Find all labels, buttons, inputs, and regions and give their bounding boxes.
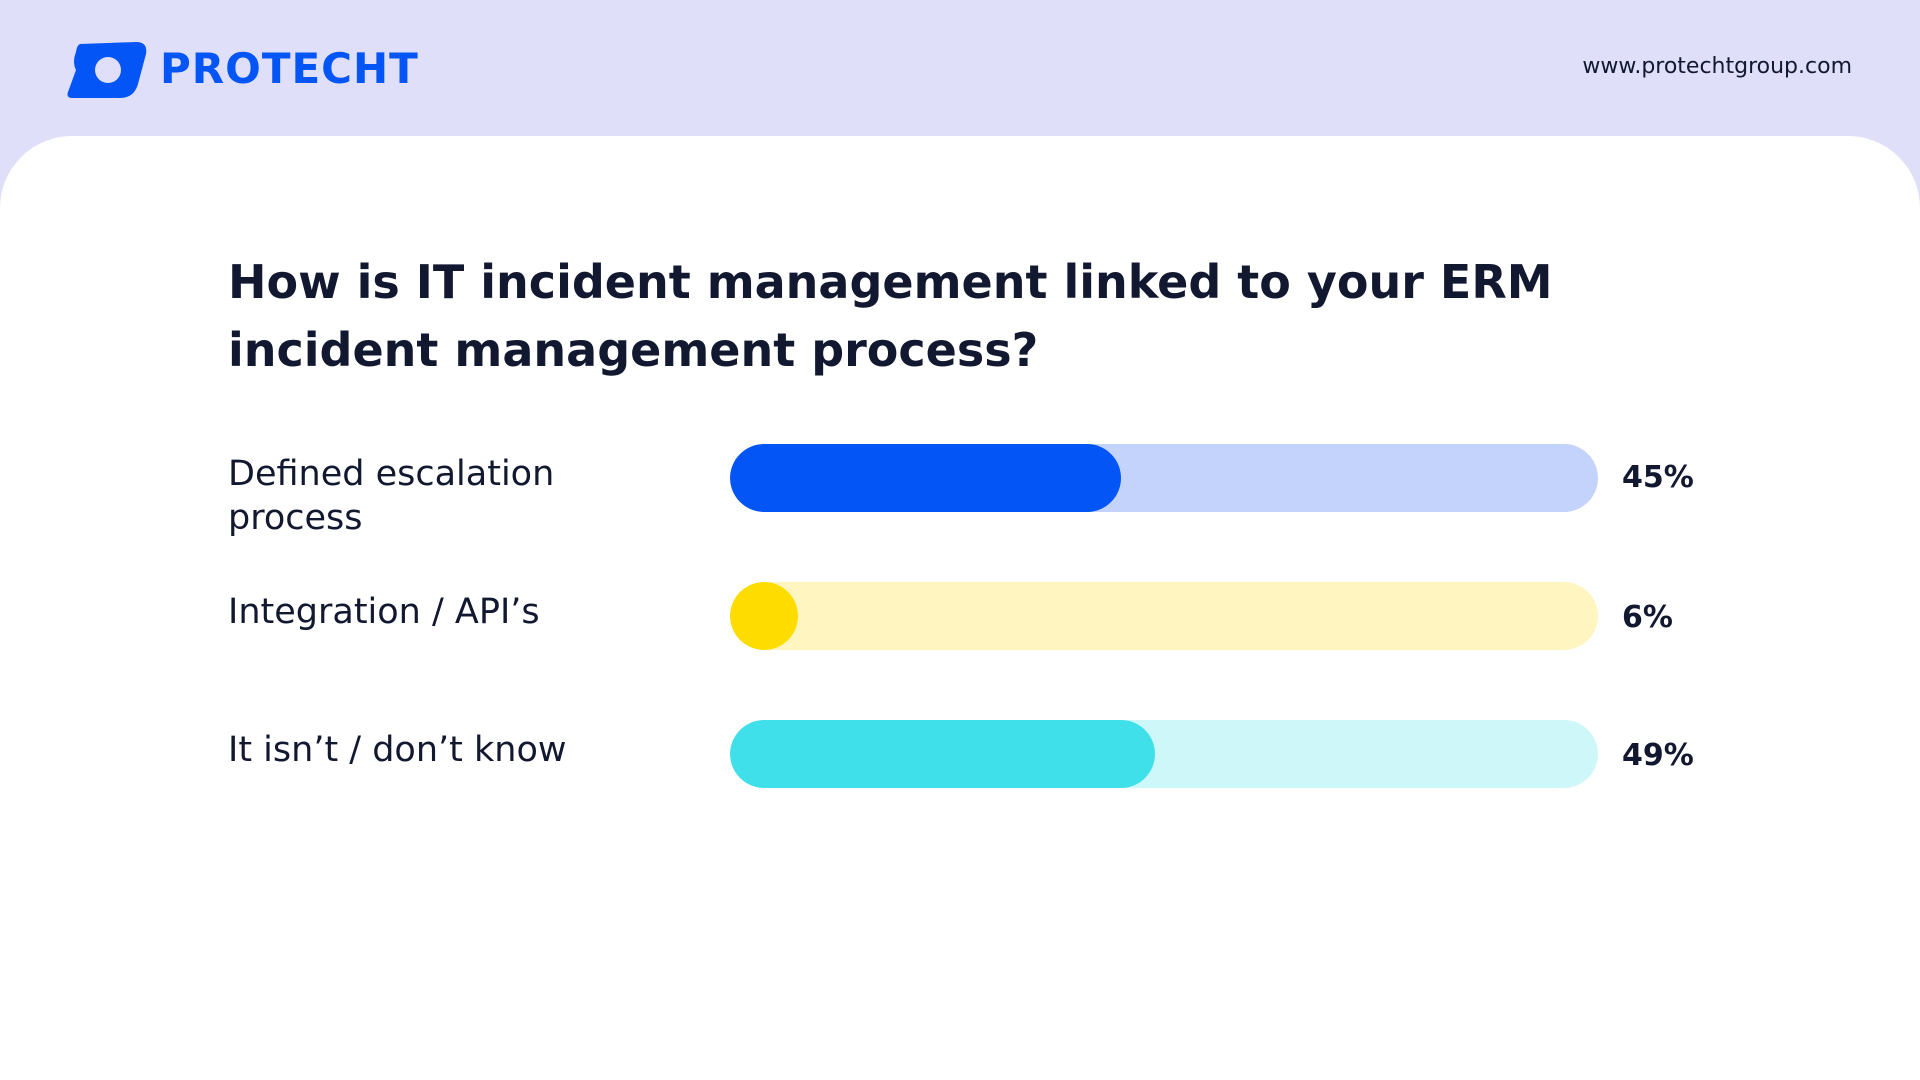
bar-fill [730,720,1155,788]
bar-track [730,720,1598,788]
bar-track [730,444,1598,512]
chart-title: How is IT incident management linked to … [228,255,1553,377]
value-label: 45% [1622,460,1694,495]
website-link[interactable]: www.protechtgroup.com [1582,54,1852,79]
bar-fill [730,444,1121,512]
protecht-logo-icon [67,42,147,98]
bar-fill [730,582,798,650]
header: PROTECHT www.protechtgroup.com [0,0,1920,136]
brand-logo[interactable]: PROTECHT [66,36,419,102]
brand-name: PROTECHT [160,44,419,93]
category-label: Defined escalation process [228,454,555,538]
bar-track [730,582,1598,650]
value-label: 6% [1622,600,1673,635]
value-label: 49% [1622,738,1694,773]
category-label: It isn’t / don’t know [228,730,567,770]
category-label: Integration / API’s [228,592,540,632]
